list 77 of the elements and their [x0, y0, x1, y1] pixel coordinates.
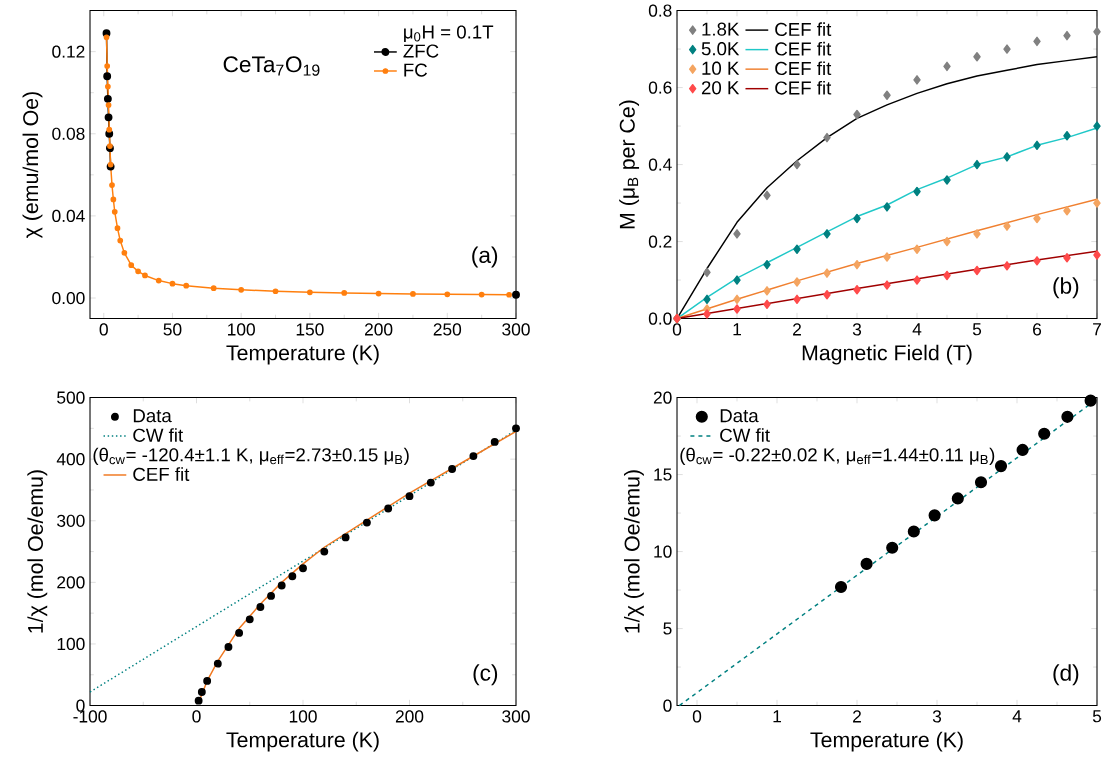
x-tick-label: 200: [365, 323, 393, 336]
y-tick-label: 0: [76, 699, 85, 712]
x-axis-title: Temperature (K): [226, 344, 379, 365]
y-axis-title: 1/χ (mol Oe/emu): [623, 470, 644, 633]
x-tick-label: 100: [228, 323, 255, 336]
y-tick-label: 10: [654, 545, 672, 558]
x-tick-label: 5: [1092, 710, 1102, 723]
x-tick-label: 1: [773, 710, 781, 723]
annotation: (a): [472, 246, 498, 268]
y-tick-label: 0.04: [52, 209, 85, 223]
annotation: (b): [1053, 277, 1079, 299]
x-tick-label: 300: [502, 323, 530, 336]
legend-label: CEF fit: [775, 61, 832, 76]
x-tick-label: 0: [192, 710, 201, 723]
legend-label: 20 K: [701, 81, 740, 95]
y-axis-title: χ (emu/mol Oe): [22, 92, 43, 239]
y-tick-label: 400: [56, 453, 85, 466]
legend-label: CW fit: [133, 428, 184, 443]
y-tick-label: 0.0: [648, 312, 672, 325]
legend-title: μ$_{0}$H = 0.1T: [404, 25, 494, 43]
legend-label: 1.8K: [702, 22, 740, 37]
y-tick-label: 500: [57, 391, 85, 404]
x-tick-label: 300: [502, 710, 530, 723]
y-tick-label: 0.4: [648, 158, 672, 171]
y-tick-label: 0.12: [52, 45, 85, 58]
x-tick-label: 3: [932, 710, 942, 723]
y-axis-title: M (μ$_{B}$ per Ce): [619, 100, 640, 229]
x-tick-label: 6: [1033, 323, 1042, 336]
x-tick-label: 1: [733, 323, 741, 336]
y-tick-label: 0: [663, 699, 672, 712]
x-axis-title: Temperature (K): [226, 731, 379, 752]
y-axis-title: 1/χ (mol Oe/emu): [27, 470, 48, 633]
y-tick-label: 0.08: [52, 127, 85, 141]
legend-label: 10 K: [702, 61, 740, 76]
legend-label: FC: [404, 63, 428, 77]
legend-label: CEF fit: [775, 81, 832, 95]
x-tick-label: 200: [395, 710, 424, 723]
legend-label: Data: [720, 409, 759, 423]
x-tick-label: 4: [1012, 710, 1022, 723]
annotation: (d): [1053, 664, 1079, 686]
legend-label: 5.0K: [701, 42, 740, 56]
legend-label: ZFC: [403, 44, 439, 58]
x-tick-label: 100: [289, 710, 317, 723]
y-tick-label: 0.8: [648, 4, 672, 17]
x-tick-label: 2: [853, 710, 861, 723]
legend-label: CEF fit: [775, 42, 832, 56]
x-tick-label: 5: [972, 323, 982, 336]
y-tick-label: 100: [57, 638, 85, 651]
x-tick-label: 250: [433, 323, 462, 336]
y-tick-label: 0.6: [648, 81, 672, 94]
x-tick-label: 2: [793, 323, 801, 336]
legend-label: CEF fit: [133, 467, 190, 482]
annotation: CeTa$_{7}$O$_{19}$: [223, 56, 320, 76]
x-axis-title: Temperature (K): [810, 731, 963, 752]
y-tick-label: 300: [57, 514, 85, 528]
x-axis-title: Magnetic Field (T): [802, 344, 972, 365]
legend-label: CW fit: [720, 428, 770, 443]
y-tick-label: 200: [57, 576, 85, 589]
x-tick-label: 0: [692, 710, 702, 723]
x-tick-label: 150: [296, 323, 324, 336]
x-tick-label: 3: [852, 323, 862, 336]
x-tick-label: 7: [1093, 323, 1101, 336]
x-tick-label: 50: [163, 323, 182, 336]
y-tick-label: 20: [653, 391, 672, 404]
x-tick-label: -100: [73, 710, 107, 723]
y-tick-label: 5: [663, 622, 672, 635]
x-tick-label: 0: [99, 323, 108, 336]
annotation: (c): [473, 664, 498, 686]
annotation: (θ$_{cw}$= -120.4±1.1 K, μ$_{eff}$=2.73±0.15 μ$_{B}$): [93, 447, 409, 466]
legend-label: CEF fit: [775, 22, 832, 37]
y-tick-label: 0.2: [648, 235, 672, 248]
x-tick-label: 4: [912, 323, 922, 336]
legend-label: Data: [133, 409, 172, 423]
y-tick-label: 15: [654, 468, 672, 481]
y-tick-label: 0.00: [52, 292, 85, 305]
annotation: (θ$_{cw}$= -0.22±0.02 K, μ$_{eff}$=1.44±0.11 μ$_{B}$): [680, 447, 995, 466]
x-tick-label: 0: [672, 323, 682, 336]
